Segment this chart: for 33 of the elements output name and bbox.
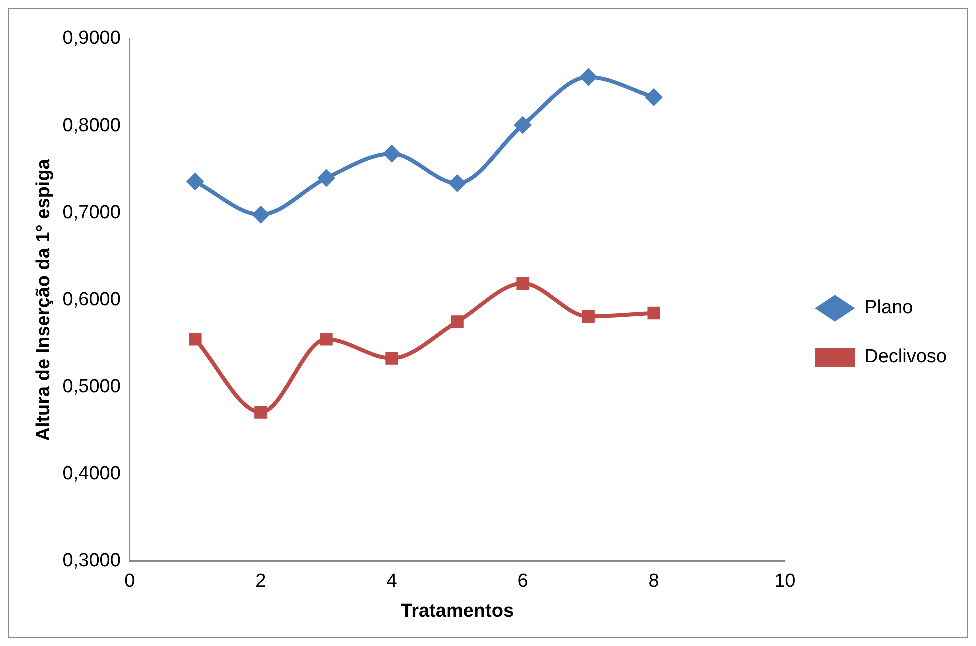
point	[383, 144, 402, 163]
y-tick-label: 0,5000	[62, 376, 121, 398]
x-tick-label: 6	[518, 571, 528, 592]
point	[448, 174, 467, 193]
x-tick-label: 8	[648, 571, 660, 592]
point	[386, 352, 398, 365]
x-tick-label: 10	[774, 571, 796, 592]
point	[645, 88, 664, 106]
point	[580, 68, 598, 86]
point	[514, 116, 532, 134]
point	[252, 206, 270, 224]
legend-label: Declivoso	[864, 346, 948, 368]
x-tick-label: 4	[386, 571, 398, 592]
legend-label: Plano	[864, 298, 914, 319]
y-tick-label: 0,6000	[62, 289, 121, 310]
point	[516, 277, 530, 290]
x-tick-label: 2	[256, 571, 266, 592]
point	[317, 169, 336, 188]
x-axis-title: Tratamentos	[401, 600, 514, 622]
point	[254, 406, 268, 419]
x-tick-label: 0	[124, 571, 136, 592]
y-tick-label: 0,9000	[62, 28, 121, 50]
y-tick-label: 0,3000	[62, 550, 121, 572]
y-tick-label: 0,7000	[62, 202, 121, 224]
point	[189, 333, 202, 346]
point	[451, 316, 464, 328]
point	[648, 306, 660, 320]
point	[582, 310, 595, 324]
point	[320, 333, 333, 346]
y-tick-label: 0,4000	[62, 464, 121, 485]
y-axis-title: Altura de Inserção da 1° espiga	[34, 158, 55, 442]
point	[186, 172, 204, 191]
y-tick-label: 0,8000	[62, 115, 121, 136]
